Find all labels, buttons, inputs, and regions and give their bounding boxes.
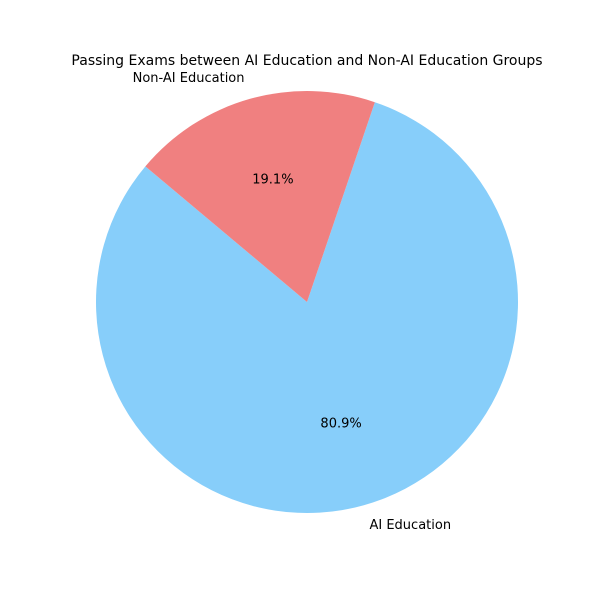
pie-labels: AI Education 80.9% Non-AI Education 19.1% [133,71,451,533]
chart-title: Passing Exams between AI Education and N… [71,53,542,69]
pie-slices [95,91,518,513]
slice-percent-ai-education: 80.9% [320,416,361,431]
slice-label-non-ai-education: Non-AI Education [133,71,245,86]
pie-slice-ai-education [95,102,518,513]
pie-slice-non-ai-education [145,91,375,302]
slice-label-ai-education: AI Education [369,518,451,533]
slice-percent-non-ai-education: 19.1% [252,173,293,188]
